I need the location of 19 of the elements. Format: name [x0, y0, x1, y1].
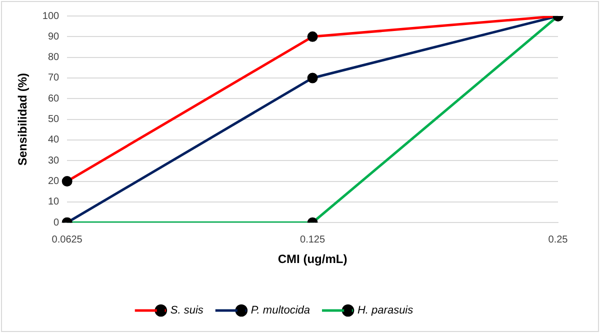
x-tick-label: 0.125: [300, 234, 326, 246]
y-tick-label: 40: [48, 134, 60, 146]
y-tick-label: 0: [54, 217, 60, 228]
x-tick-label: 0.25: [548, 234, 568, 246]
y-tick-label: 10: [48, 196, 60, 208]
y-tick-label: 80: [48, 52, 60, 64]
x-axis-title: CMI (ug/mL): [278, 252, 348, 266]
x-tick-label: 0.0625: [52, 234, 83, 246]
legend-label: S. suis: [170, 304, 204, 317]
legend-label: H. parasuis: [357, 304, 414, 317]
y-tick-label: 90: [48, 31, 60, 42]
y-tick-label: 50: [48, 114, 60, 126]
y-tick-label: 20: [48, 176, 60, 188]
y-axis-title: Sensibilidad (%): [16, 72, 30, 166]
y-tick-label: 60: [48, 93, 60, 104]
y-tick-label: 30: [48, 155, 60, 166]
y-tick-label: 100: [42, 10, 60, 22]
legend-label: P. multocida: [250, 304, 310, 317]
y-tick-label: 70: [48, 72, 60, 84]
